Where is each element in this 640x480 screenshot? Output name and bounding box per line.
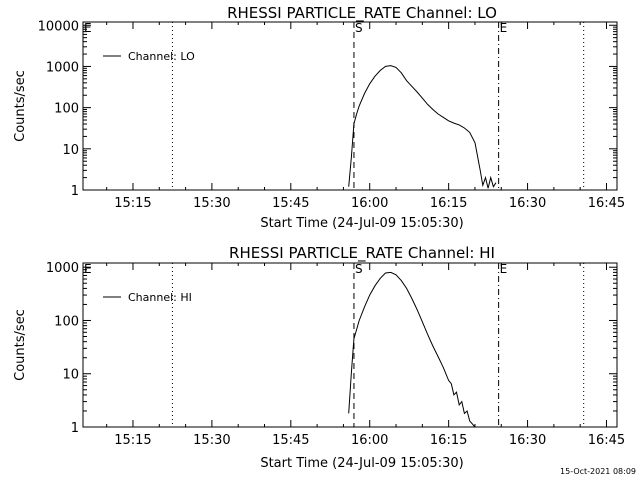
panel-1-x-tick-label: 15:15: [114, 196, 151, 211]
panel-2-y-tick-label: 1: [71, 421, 79, 436]
panel-1-series-line-channel-lo: [348, 65, 497, 189]
panel-2-x-tick-label: 16:45: [588, 433, 625, 448]
panel-1-legend-entry: Channel: LO: [128, 50, 195, 63]
panel-2-title: RHESSI PARTICLE_RATE Channel: HI: [229, 244, 495, 263]
panel-1-y-tick-label: 10: [62, 143, 79, 158]
panel-1-x-tick-label: 16:00: [351, 196, 388, 211]
panel-1-x-tick-label: 16:30: [509, 196, 546, 211]
panel-1-x-tick-label: 15:45: [272, 196, 309, 211]
panel-2-series-line-channel-hi: [348, 271, 476, 428]
panel-1-y-tick-label: 1000: [46, 60, 79, 75]
panel-2-y-tick-label: 100: [54, 314, 79, 329]
panel-2-event-marker-label: E: [84, 262, 92, 276]
panel-1-event-marker-label: S: [355, 21, 363, 35]
panel-2-legend-entry: Channel: HI: [128, 291, 192, 304]
panel-2-x-tick-label: 15:45: [272, 433, 309, 448]
panel-2-x-tick-label: 16:30: [509, 433, 546, 448]
panel-2-x-tick-label: 16:15: [430, 433, 467, 448]
panel-1-x-tick-label: 15:30: [193, 196, 230, 211]
panel-2-y-tick-label: 10: [62, 368, 79, 383]
panel-1-y-tick-label: 100: [54, 102, 79, 117]
panel-2-x-axis-label: Start Time (24-Jul-09 15:05:30): [260, 456, 463, 471]
panel-2-y-tick-label: 1000: [46, 261, 79, 276]
panel-1-y-tick-label: 1: [71, 184, 79, 199]
panel-2-plot-frame: [82, 262, 618, 428]
panel-2-y-axis-label: Counts/sec: [13, 309, 28, 381]
panel-2-x-tick-label: 15:15: [114, 433, 151, 448]
panel-1-x-axis-label: Start Time (24-Jul-09 15:05:30): [260, 216, 463, 231]
panel-2-event-marker-label: E: [500, 262, 508, 276]
panel-1-x-tick-label: 16:15: [430, 196, 467, 211]
panel-1-title: RHESSI PARTICLE_RATE Channel: LO: [227, 4, 497, 23]
panel-1-y-tick-label: 10000: [38, 19, 79, 34]
panel-1-y-axis-label: Counts/sec: [13, 70, 28, 142]
panel-1-event-marker-label: E: [500, 21, 508, 35]
panel-2-event-marker-label: S: [355, 262, 363, 276]
panel-1-x-tick-label: 16:45: [588, 196, 625, 211]
panel-1-plot-frame: [82, 21, 618, 191]
panel-2-x-tick-label: 16:00: [351, 433, 388, 448]
panel-1-event-marker-label: E: [84, 21, 92, 35]
footer-timestamp: 15-Oct-2021 08:09: [560, 467, 636, 476]
panel-2-x-tick-label: 15:30: [193, 433, 230, 448]
